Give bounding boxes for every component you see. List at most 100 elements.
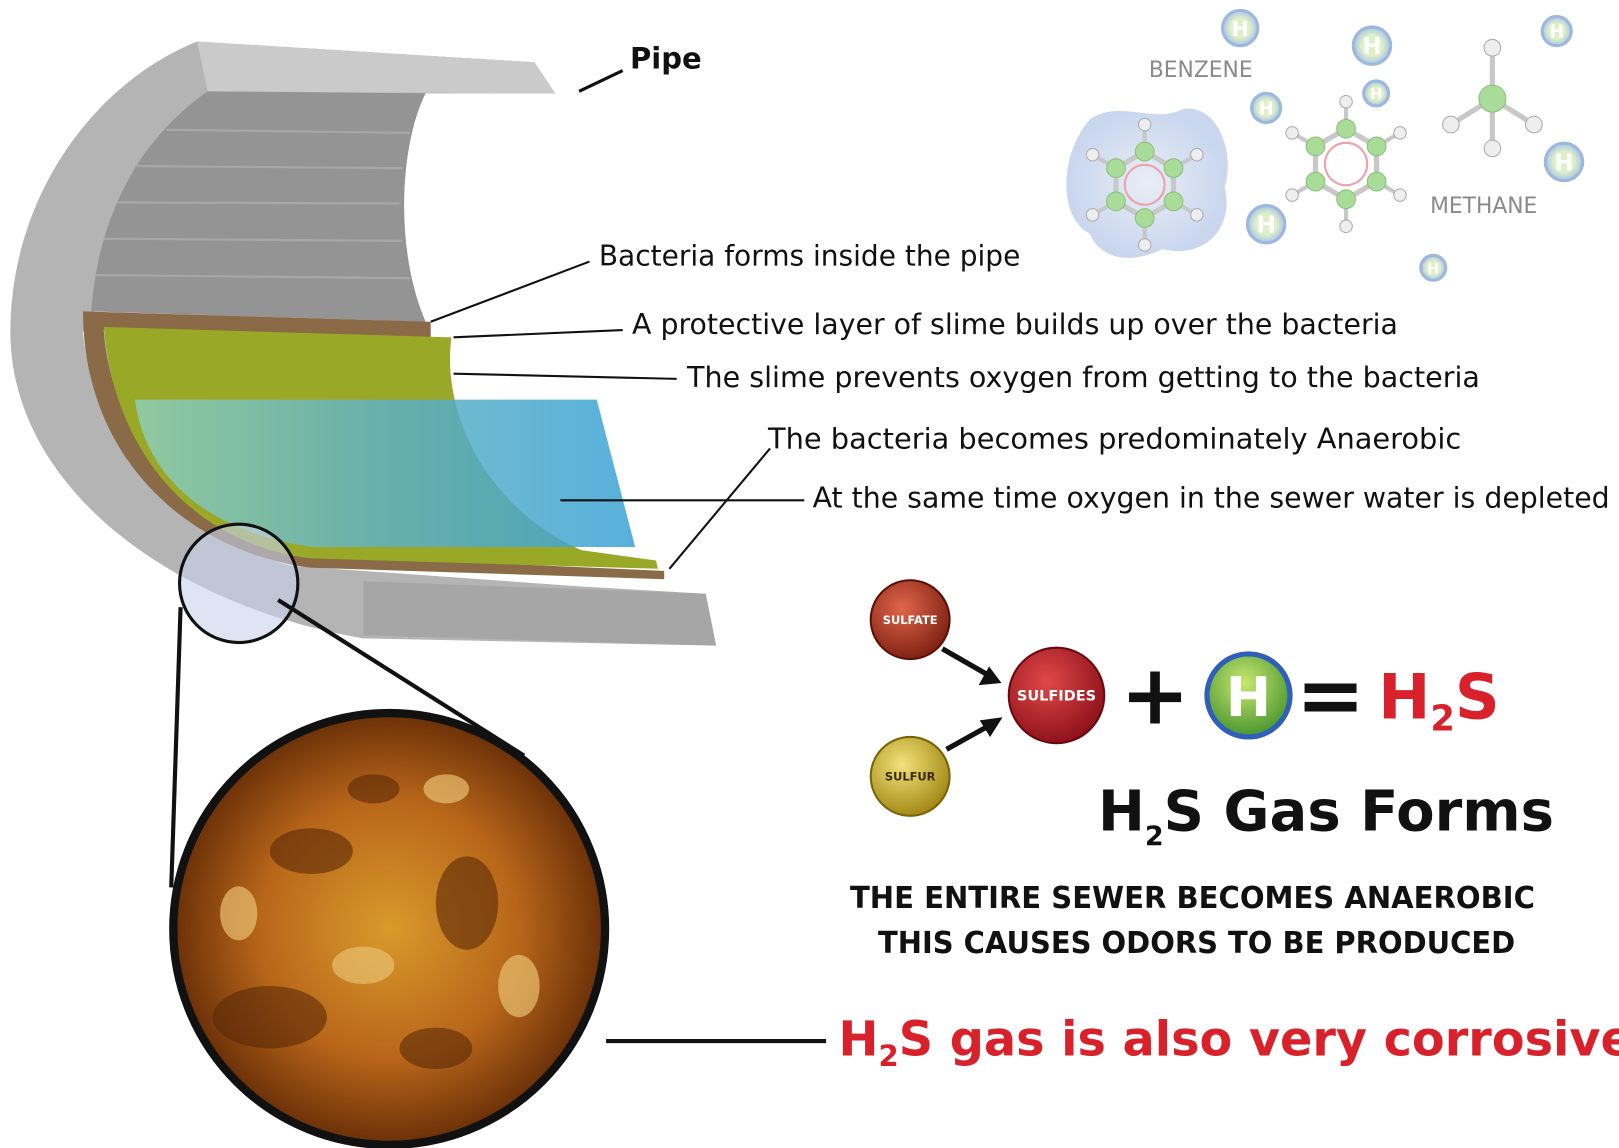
hydrogen-ball	[1204, 651, 1293, 740]
sulfate-ball	[869, 579, 951, 661]
hydrogen-atom-label: H	[1232, 17, 1249, 41]
atom	[1137, 238, 1152, 252]
atom	[1305, 171, 1326, 192]
arrowhead	[979, 717, 1003, 737]
rust-highlights	[220, 774, 540, 1018]
hydrogen-bubble	[1543, 141, 1585, 183]
hydrogen-label: H	[1226, 666, 1271, 729]
callout: The slime prevents oxygen from getting t…	[686, 361, 1480, 394]
hydrogen-atom-label: H	[1362, 34, 1381, 60]
sulfur-ball	[869, 735, 951, 817]
statement-line: THE ENTIRE SEWER BECOMES ANAEROBIC	[850, 881, 1535, 916]
corrosive-note: H2S gas is also very corrosive	[839, 1013, 1619, 1073]
atom	[1478, 84, 1507, 113]
atom	[1336, 189, 1356, 210]
molecules	[1066, 38, 1543, 258]
atom	[1106, 191, 1126, 212]
atom	[1525, 115, 1543, 134]
atom	[1085, 147, 1100, 162]
atom	[1163, 191, 1184, 212]
result-part: S	[1455, 660, 1500, 733]
atom	[1134, 141, 1155, 162]
aromatic-ring	[1123, 163, 1166, 206]
zoom-line	[277, 598, 526, 758]
callout-line	[453, 372, 677, 380]
atom	[1137, 117, 1152, 132]
hydrogen-bubble	[1220, 8, 1260, 48]
arrow	[941, 646, 993, 680]
benzene-label: BENZENE	[1149, 58, 1253, 83]
hydrogen-atom-label: H	[1554, 150, 1573, 176]
callout-line	[453, 329, 623, 339]
atom	[1285, 126, 1299, 140]
atom	[1366, 136, 1387, 157]
result-part: H	[1378, 660, 1430, 733]
atom	[1190, 208, 1204, 222]
atom	[1336, 118, 1356, 139]
atom	[1393, 188, 1407, 202]
atom	[1134, 208, 1155, 228]
sewer-water	[134, 399, 636, 548]
heading-part: H	[1098, 779, 1145, 844]
atom	[1085, 208, 1100, 222]
pipe-top	[197, 41, 556, 94]
aromatic-ring	[1323, 141, 1369, 187]
atom	[1366, 171, 1387, 192]
hydrogen-bubble	[1362, 79, 1391, 108]
arrow	[945, 722, 993, 752]
hydrogen-bubble	[1351, 25, 1393, 66]
zoom-line	[169, 607, 183, 888]
sulfur-label: SULFUR	[885, 770, 936, 784]
hydrogen-bubble	[1250, 91, 1283, 125]
pipe-label: Pipe	[630, 42, 702, 76]
hydrogen-atom-label: H	[1427, 261, 1439, 277]
atom	[1339, 219, 1353, 234]
sulfides-ball	[1007, 646, 1106, 745]
callout-line	[578, 69, 624, 93]
atom	[1163, 158, 1184, 179]
callout: The bacteria becomes predominately Anaer…	[767, 422, 1461, 455]
callout-line	[668, 447, 771, 570]
atom	[1190, 147, 1204, 162]
callout: At the same time oxygen in the sewer wat…	[813, 482, 1610, 515]
heading: H2S Gas Forms	[1098, 779, 1554, 852]
pipe-bottom-edge	[363, 581, 717, 646]
sulfate-label: SULFATE	[883, 613, 938, 627]
equals-sign: =	[1296, 646, 1366, 743]
atom	[1339, 94, 1353, 109]
hydrogen-atom-label: H	[1549, 23, 1564, 43]
atom	[1106, 158, 1126, 179]
corrosive-part: H	[839, 1013, 879, 1068]
corrosive-subscript: 2	[879, 1039, 899, 1073]
plus-sign: +	[1120, 646, 1190, 743]
rust-texture	[212, 774, 499, 1070]
atom	[1393, 126, 1407, 140]
atom	[1483, 139, 1502, 158]
electron-cloud	[1066, 108, 1228, 258]
sulfides-label: SULFIDES	[1017, 689, 1096, 705]
corrosive-part: S gas is also very corrosive	[899, 1013, 1619, 1068]
callout: Bacteria forms inside the pipe	[599, 240, 1020, 273]
hydrogen-atom-label: H	[1370, 87, 1382, 103]
heading-part: S Gas Forms	[1164, 779, 1554, 844]
atom	[1483, 38, 1502, 57]
hydrogen-atom-label: H	[1257, 213, 1276, 239]
hydrogen-bubble	[1419, 253, 1448, 282]
arrowhead	[978, 666, 1002, 686]
pipe-inner-wall	[91, 91, 426, 322]
hydrogen-atom-label: H	[1259, 99, 1274, 119]
statement-line: THIS CAUSES ODORS TO BE PRODUCED	[878, 926, 1515, 961]
methane-label: METHANE	[1430, 194, 1537, 219]
hydrogen-bubble	[1540, 15, 1573, 48]
atom	[1305, 136, 1326, 157]
pipe-stripes	[95, 128, 410, 280]
hydrogen-bubble	[1245, 203, 1287, 245]
callout: A protective layer of slime builds up ov…	[632, 308, 1398, 341]
reaction-result: H2S	[1378, 660, 1500, 739]
callout-line	[430, 260, 590, 323]
magnifier	[177, 522, 300, 645]
result-subscript: 2	[1430, 699, 1455, 740]
heading-subscript: 2	[1145, 821, 1164, 852]
